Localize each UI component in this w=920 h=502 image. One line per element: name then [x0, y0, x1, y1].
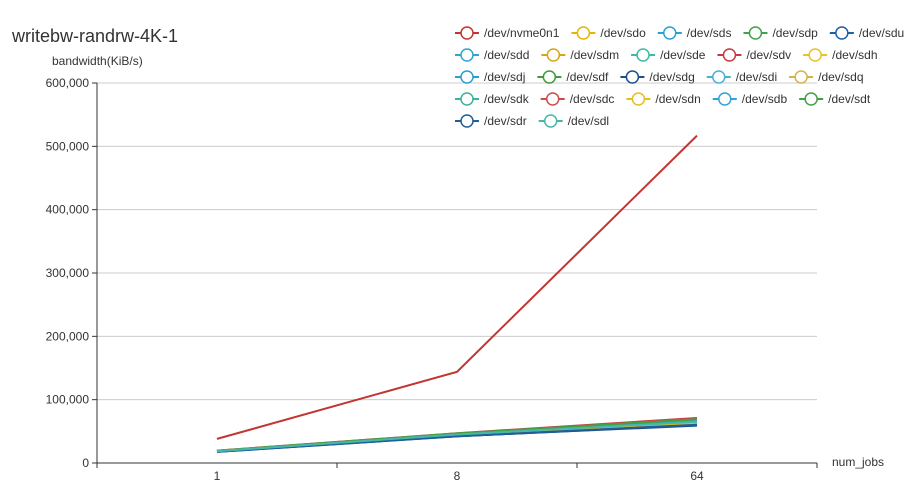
legend-marker-icon [718, 92, 732, 106]
legend-item[interactable]: /dev/sdb [712, 92, 788, 106]
legend-item[interactable]: /dev/sdf [537, 70, 609, 84]
legend-marker-icon [804, 92, 818, 106]
legend-label: /dev/sdq [818, 70, 863, 84]
legend-item[interactable]: /dev/sdk [455, 92, 530, 106]
legend-marker-icon [625, 70, 640, 84]
legend-item[interactable]: /dev/sdu [829, 26, 904, 40]
legend-item[interactable]: /dev/sdr [455, 114, 527, 128]
x-tick-label: 1 [214, 469, 221, 483]
series-line [216, 134, 698, 440]
legend-item[interactable]: /dev/sdg [620, 70, 695, 84]
legend-marker-icon [631, 92, 646, 106]
legend-marker-icon [576, 26, 591, 40]
legend-item[interactable]: /dev/sdl [538, 114, 609, 128]
series-lines [216, 134, 698, 453]
legend-label: /dev/sde [660, 48, 706, 62]
legend-marker-icon [808, 48, 822, 62]
y-tick-label: 500,000 [46, 139, 90, 153]
legend-marker-icon [722, 48, 737, 62]
legend-item[interactable]: /dev/sdd [455, 48, 529, 62]
legend-item[interactable]: /dev/sde [631, 48, 706, 62]
legend-label: /dev/sdu [859, 26, 904, 40]
legend-item[interactable]: /dev/sdp [743, 26, 818, 40]
legend-marker-icon [712, 70, 726, 84]
legend-marker-icon [460, 114, 474, 128]
legend-label: /dev/sdh [832, 48, 877, 62]
series-line [216, 420, 698, 453]
legend-label: /dev/sdr [484, 114, 527, 128]
chart-title: writebw-randrw-4K-1 [11, 26, 178, 46]
legend-marker-icon [460, 70, 474, 84]
legend-label: /dev/sdc [570, 92, 615, 106]
legend-item[interactable]: /dev/sdo [571, 26, 646, 40]
legend-item[interactable]: /dev/sdi [706, 70, 777, 84]
legend[interactable]: /dev/nvme0n1/dev/sdo/dev/sds/dev/sdp/dev… [455, 26, 904, 128]
axes: 0 100,000 200,000 300,000 400,000 500,000 600,… [46, 76, 818, 483]
legend-item[interactable]: /dev/sdn [626, 92, 701, 106]
legend-marker-icon [546, 48, 561, 62]
legend-label: /dev/sdg [649, 70, 694, 84]
legend-item[interactable]: /dev/sdt [799, 92, 871, 106]
legend-label: /dev/sdp [772, 26, 818, 40]
x-tick-label: 8 [454, 469, 461, 483]
legend-marker-icon [835, 26, 849, 40]
y-tick-label: 600,000 [46, 76, 90, 90]
legend-label: /dev/sdd [484, 48, 529, 62]
legend-marker-icon [545, 92, 560, 106]
legend-marker-icon [460, 26, 474, 40]
legend-item[interactable]: /dev/sdq [789, 70, 864, 84]
legend-marker-icon [794, 70, 808, 84]
legend-item[interactable]: /dev/sds [657, 26, 732, 40]
legend-marker-icon [636, 48, 650, 62]
legend-label: /dev/sdm [570, 48, 619, 62]
series-line [216, 423, 698, 453]
x-tick-label: 64 [690, 469, 704, 483]
legend-item[interactable]: /dev/nvme0n1 [455, 26, 560, 40]
legend-label: /dev/sdl [568, 114, 609, 128]
y-tick-label: 300,000 [46, 266, 90, 280]
legend-marker-icon [543, 114, 558, 128]
legend-label: /dev/sdn [655, 92, 700, 106]
legend-label: /dev/sdv [746, 48, 791, 62]
legend-label: /dev/sdi [736, 70, 777, 84]
legend-item[interactable]: /dev/sdh [803, 48, 878, 62]
y-tick-label: 100,000 [46, 393, 90, 407]
y-axis-label: bandwidth(KiB/s) [52, 54, 143, 68]
legend-label: /dev/sdo [600, 26, 646, 40]
legend-marker-icon [748, 26, 763, 40]
legend-item[interactable]: /dev/sdm [541, 48, 619, 62]
legend-label: /dev/nvme0n1 [484, 26, 560, 40]
legend-item[interactable]: /dev/sdc [540, 92, 615, 106]
legend-marker-icon [542, 70, 557, 84]
legend-label: /dev/sdb [742, 92, 788, 106]
legend-label: /dev/sdt [828, 92, 871, 106]
legend-item[interactable]: /dev/sdv [717, 48, 791, 62]
y-tick-label: 0 [82, 456, 89, 470]
y-tick-label: 400,000 [46, 203, 90, 217]
legend-label: /dev/sdk [484, 92, 530, 106]
legend-label: /dev/sdj [484, 70, 525, 84]
legend-label: /dev/sds [687, 26, 732, 40]
x-axis-label: num_jobs [832, 455, 884, 469]
legend-label: /dev/sdf [566, 70, 609, 84]
legend-marker-icon [460, 92, 474, 106]
y-tick-label: 200,000 [46, 329, 90, 343]
grid [97, 82, 817, 401]
legend-item[interactable]: /dev/sdj [455, 70, 525, 84]
legend-marker-icon [663, 26, 677, 40]
legend-marker-icon [460, 48, 474, 62]
